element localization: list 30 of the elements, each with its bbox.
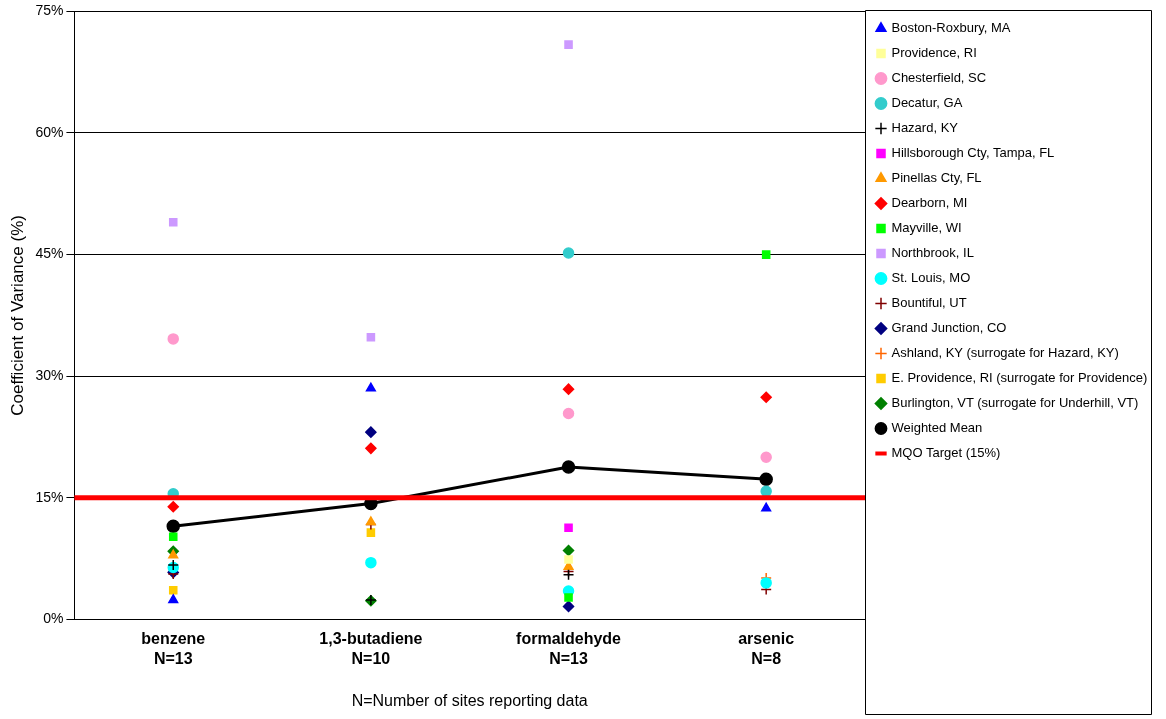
legend-label: Chesterfield, SC <box>891 70 987 86</box>
legend-label: Mayville, WI <box>891 220 962 236</box>
y-tick-label: 30% <box>35 367 64 384</box>
y-tick-label: 0% <box>43 610 64 627</box>
legend-label: E. Providence, RI (surrogate for Providence) <box>891 370 1148 386</box>
legend-label: St. Louis, MO <box>891 270 971 286</box>
legend-label: Ashland, KY (surrogate for Hazard, KY) <box>891 345 1119 361</box>
legend-label: Dearborn, MI <box>891 195 968 211</box>
x-tick-label: 1,3-butadiene N=10 <box>319 630 423 667</box>
legend-label: Pinellas Cty, FL <box>891 170 982 186</box>
legend-label: Burlington, VT (surrogate for Underhill, VT) <box>891 395 1139 411</box>
legend-label: Providence, RI <box>891 45 977 61</box>
legend-label: Weighted Mean <box>891 420 983 436</box>
legend-label: Grand Junction, CO <box>891 320 1007 336</box>
legend-label: Bountiful, UT <box>891 295 967 311</box>
y-tick-label: 15% <box>35 488 64 505</box>
y-tick-label: 75% <box>35 2 64 19</box>
x-tick-label: benzene N=13 <box>141 630 206 667</box>
x-tick-label: formaldehyde N=13 <box>516 630 622 667</box>
y-tick-label: 45% <box>35 245 64 262</box>
x-axis-title: N=Number of sites reporting data <box>351 691 588 709</box>
legend-label: Decatur, GA <box>891 95 963 111</box>
legend-label: MQO Target (15%) <box>891 445 1001 461</box>
legend-label: Hazard, KY <box>891 120 959 136</box>
legend-label: Boston-Roxbury, MA <box>891 20 1011 36</box>
x-tick-label: arsenic N=8 <box>738 630 795 667</box>
y-axis-title: Coefficient of Variance (%) <box>7 215 27 416</box>
y-tick-label: 60% <box>35 123 64 140</box>
legend-label: Northbrook, IL <box>891 245 974 261</box>
legend-label: Hillsborough Cty, Tampa, FL <box>891 145 1055 161</box>
